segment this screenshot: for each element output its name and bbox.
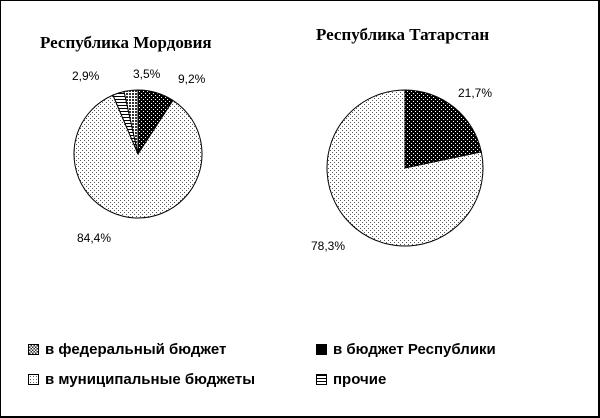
legend-label-municipal: в муниципальные бюджеты xyxy=(45,371,256,388)
pie-slice xyxy=(73,94,203,219)
pie-data-label: 78,3% xyxy=(311,239,345,253)
legend-swatch-municipal xyxy=(28,374,39,385)
pie-data-label: 84,4% xyxy=(77,231,111,245)
pie-slice xyxy=(123,89,139,155)
legend-label-republic: в бюджет Республики xyxy=(333,341,496,358)
pie-data-label: 2,9% xyxy=(72,69,100,83)
chart-title-mordovia: Республика Мордовия xyxy=(40,33,212,52)
legend-item-federal: в федеральный бюджет xyxy=(28,341,226,358)
pie-slice xyxy=(404,89,482,169)
pie-data-label: 21,7% xyxy=(458,86,492,100)
legend-swatch-federal xyxy=(28,344,39,355)
legend-label-other: прочие xyxy=(333,371,387,388)
legend-item-republic: в бюджет Республики xyxy=(316,341,496,358)
legend-swatch-other xyxy=(316,374,327,385)
pie-data-label: 9,2% xyxy=(178,72,206,86)
pie-tatarstan: 21,7% 78,3% xyxy=(311,86,492,253)
pie-mordovia: 9,2% 84,4% 2,9% 3,5% xyxy=(72,67,206,245)
chart-title-tatarstan: Республика Татарстан xyxy=(316,25,489,44)
legend-item-municipal: в муниципальные бюджеты xyxy=(28,371,255,388)
pie-data-label: 3,5% xyxy=(133,67,161,81)
legend-item-other: прочие xyxy=(316,371,386,388)
legend-label-federal: в федеральный бюджет xyxy=(45,341,227,358)
pie-slice xyxy=(326,89,484,247)
legend-swatch-republic xyxy=(316,344,327,355)
